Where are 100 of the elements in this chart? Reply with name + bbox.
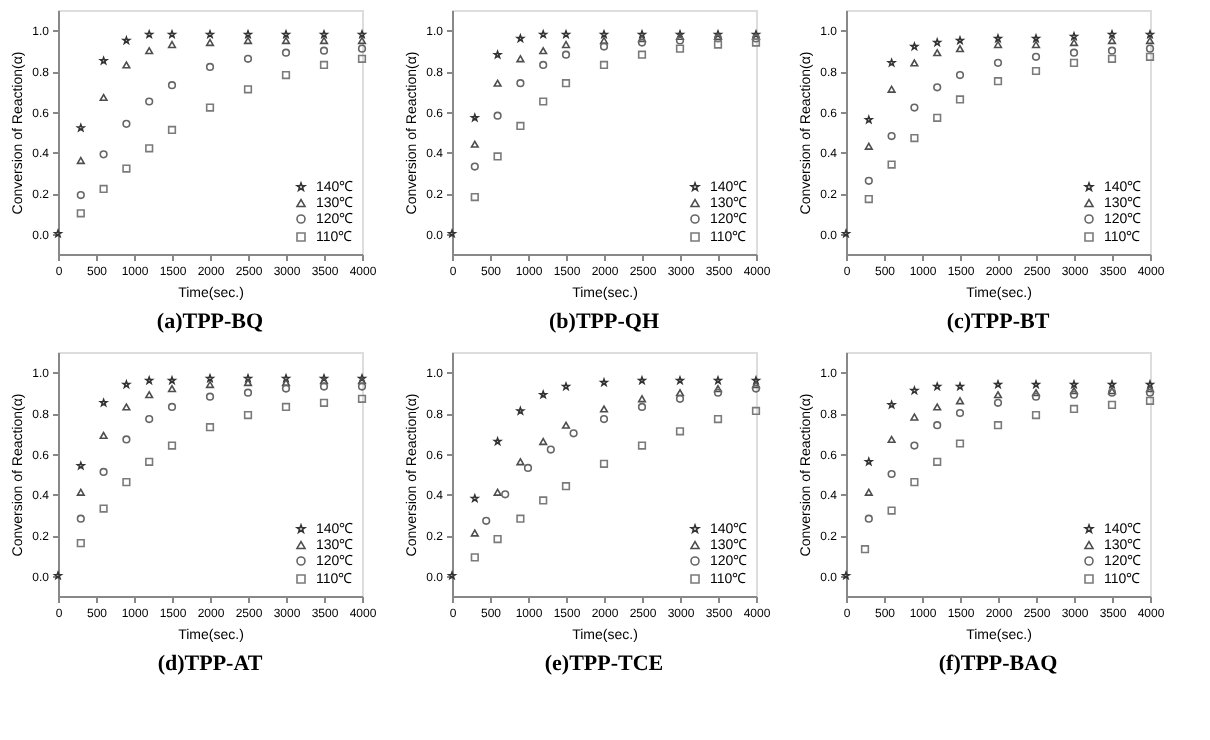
point — [1107, 46, 1117, 55]
point — [539, 437, 548, 446]
point — [599, 405, 609, 413]
point — [357, 394, 367, 403]
point — [516, 514, 525, 523]
point — [167, 402, 177, 412]
point — [516, 458, 525, 466]
point — [864, 194, 873, 204]
point — [910, 42, 919, 51]
point — [887, 85, 896, 93]
point — [546, 445, 555, 454]
text: (f)TPP-BAQ — [938, 652, 1059, 676]
point — [99, 150, 108, 159]
point — [99, 56, 108, 65]
point — [470, 192, 479, 202]
point — [887, 506, 896, 515]
point — [281, 48, 291, 57]
point — [887, 469, 896, 479]
point — [599, 36, 609, 45]
point — [864, 176, 873, 185]
point — [167, 384, 177, 393]
point — [243, 378, 253, 387]
point — [501, 490, 510, 499]
point — [561, 482, 571, 491]
point — [599, 60, 609, 70]
point — [281, 384, 291, 393]
point — [470, 529, 479, 537]
point — [122, 435, 131, 444]
point — [281, 402, 291, 412]
point — [561, 421, 571, 429]
point — [675, 388, 685, 397]
point — [99, 93, 108, 102]
point — [76, 539, 85, 548]
point — [145, 414, 154, 424]
point — [1031, 40, 1041, 49]
point — [910, 386, 919, 395]
point — [993, 398, 1003, 407]
point — [713, 414, 723, 424]
point — [205, 423, 215, 432]
point — [99, 504, 108, 513]
point — [122, 119, 131, 128]
point — [713, 40, 723, 49]
point — [955, 408, 965, 418]
point — [887, 58, 896, 67]
point — [561, 50, 571, 59]
point — [933, 421, 942, 430]
point — [145, 30, 154, 38]
point — [675, 394, 685, 403]
point — [76, 123, 85, 132]
point — [933, 113, 942, 122]
point — [76, 488, 85, 496]
point — [993, 40, 1003, 49]
point — [637, 50, 647, 59]
point — [493, 534, 502, 544]
point — [1069, 48, 1079, 57]
point — [205, 62, 215, 72]
point — [1107, 54, 1117, 63]
point — [281, 378, 291, 387]
point — [1107, 400, 1117, 409]
point — [675, 44, 685, 53]
point — [523, 463, 533, 473]
point — [516, 121, 525, 131]
point — [955, 44, 965, 53]
point — [99, 184, 108, 194]
point — [99, 398, 108, 407]
point — [281, 70, 291, 80]
point — [167, 125, 177, 135]
text: (c)TPP-BT — [946, 310, 1051, 334]
point — [1069, 404, 1079, 414]
point — [751, 406, 761, 416]
point — [910, 103, 919, 112]
point — [933, 382, 942, 391]
point — [910, 478, 919, 487]
point — [993, 58, 1003, 67]
point — [539, 97, 548, 106]
point — [76, 190, 85, 200]
point — [1031, 410, 1041, 420]
point — [205, 380, 215, 389]
point — [539, 390, 548, 399]
point — [993, 421, 1003, 430]
point — [864, 142, 873, 150]
point — [319, 36, 329, 45]
point — [1145, 396, 1155, 405]
point — [910, 133, 919, 143]
point — [319, 60, 329, 70]
point — [319, 382, 329, 391]
point — [470, 113, 479, 122]
point — [145, 457, 154, 466]
point — [637, 441, 647, 450]
point — [167, 441, 177, 450]
point — [539, 46, 548, 55]
point — [205, 392, 215, 401]
point — [887, 435, 896, 444]
point — [145, 391, 154, 399]
point — [243, 54, 253, 63]
point — [99, 431, 108, 440]
point — [933, 49, 942, 57]
point — [122, 61, 131, 69]
point — [539, 30, 548, 38]
point — [1145, 52, 1155, 61]
